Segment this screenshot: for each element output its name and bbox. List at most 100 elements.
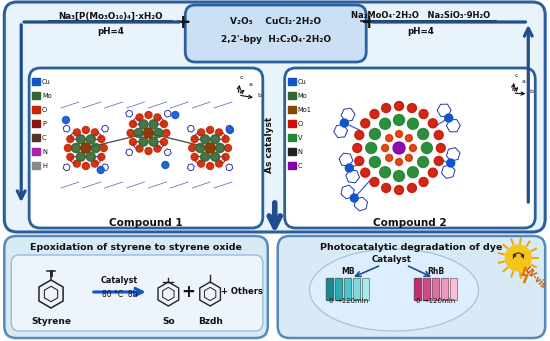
Bar: [414, 278, 421, 300]
Circle shape: [145, 112, 152, 119]
Circle shape: [405, 135, 412, 142]
Circle shape: [447, 159, 455, 167]
Bar: [450, 278, 456, 300]
Bar: [432, 278, 439, 300]
Circle shape: [505, 245, 531, 271]
Circle shape: [149, 120, 158, 129]
Circle shape: [201, 152, 210, 161]
Text: pH=4: pH=4: [408, 27, 435, 35]
Bar: [327, 278, 333, 300]
Circle shape: [417, 157, 428, 167]
Text: Photocatalytic degradation of dye: Photocatalytic degradation of dye: [320, 243, 502, 252]
Circle shape: [434, 157, 443, 165]
Text: 0 →120min: 0 →120min: [329, 298, 368, 304]
Bar: [414, 278, 421, 300]
Text: Catalyst: Catalyst: [372, 255, 412, 265]
Circle shape: [345, 164, 353, 172]
Text: As catalyst: As catalyst: [265, 117, 274, 173]
Circle shape: [379, 167, 390, 178]
Bar: [32, 120, 40, 127]
Circle shape: [428, 119, 437, 128]
Circle shape: [72, 144, 80, 152]
Circle shape: [216, 160, 223, 167]
Text: UV-vis: UV-vis: [521, 265, 547, 291]
Text: b: b: [529, 89, 534, 94]
Circle shape: [97, 166, 104, 174]
Circle shape: [196, 144, 205, 152]
Circle shape: [63, 117, 69, 123]
Circle shape: [340, 119, 348, 127]
Text: a: a: [249, 82, 253, 87]
Circle shape: [386, 135, 393, 142]
Text: H: H: [42, 163, 47, 169]
Text: RhB: RhB: [427, 267, 444, 276]
Circle shape: [163, 130, 170, 136]
Circle shape: [355, 131, 364, 139]
Circle shape: [409, 145, 416, 151]
Circle shape: [197, 129, 205, 136]
Circle shape: [361, 119, 370, 128]
Circle shape: [139, 120, 148, 129]
Circle shape: [379, 118, 390, 129]
Circle shape: [82, 127, 89, 133]
Circle shape: [91, 144, 100, 152]
Bar: [32, 78, 40, 85]
Text: Bzdh: Bzdh: [197, 316, 223, 326]
Circle shape: [100, 145, 107, 151]
Circle shape: [421, 143, 432, 153]
Text: V₂O₅    CuCl₂·2H₂O: V₂O₅ CuCl₂·2H₂O: [230, 17, 321, 27]
Circle shape: [216, 144, 224, 152]
Circle shape: [81, 143, 91, 153]
Circle shape: [64, 145, 72, 151]
Text: Compound 1: Compound 1: [109, 218, 182, 228]
Circle shape: [419, 109, 428, 119]
Bar: [288, 78, 295, 85]
Circle shape: [366, 143, 377, 153]
Circle shape: [227, 127, 234, 133]
Circle shape: [73, 129, 80, 136]
Bar: [423, 278, 430, 300]
Text: O: O: [42, 107, 47, 114]
Text: Mo1: Mo1: [298, 107, 311, 114]
Circle shape: [419, 177, 428, 187]
Circle shape: [145, 148, 152, 154]
Circle shape: [154, 129, 163, 137]
FancyBboxPatch shape: [285, 68, 535, 228]
Circle shape: [408, 183, 416, 192]
Circle shape: [395, 131, 403, 137]
Circle shape: [386, 154, 393, 161]
Circle shape: [207, 163, 213, 169]
Bar: [353, 278, 360, 300]
Bar: [344, 278, 351, 300]
Text: Mo: Mo: [298, 93, 307, 100]
Text: Epoxidation of styrene to styrene oxide: Epoxidation of styrene to styrene oxide: [30, 243, 241, 252]
Circle shape: [127, 130, 134, 136]
Bar: [441, 278, 448, 300]
Text: Cu: Cu: [42, 79, 51, 86]
Bar: [450, 278, 456, 300]
Circle shape: [136, 145, 143, 152]
Bar: [344, 278, 351, 300]
Bar: [288, 106, 295, 113]
Circle shape: [408, 167, 419, 178]
Circle shape: [191, 153, 198, 161]
Circle shape: [136, 114, 143, 121]
Circle shape: [395, 159, 403, 165]
Circle shape: [91, 160, 98, 167]
Text: a: a: [521, 79, 525, 84]
Text: c: c: [240, 75, 244, 80]
Text: Styrene: Styrene: [31, 316, 71, 326]
Circle shape: [76, 152, 85, 161]
Circle shape: [408, 104, 416, 113]
Text: c: c: [514, 73, 518, 78]
Circle shape: [370, 109, 379, 119]
Bar: [32, 134, 40, 141]
Circle shape: [134, 129, 143, 137]
Circle shape: [434, 131, 443, 139]
FancyBboxPatch shape: [29, 68, 263, 228]
Text: Na₃[P(Mo₃O₁₀)₄]·xH₂O: Na₃[P(Mo₃O₁₀)₄]·xH₂O: [58, 12, 163, 20]
Circle shape: [394, 102, 404, 110]
Text: +: +: [182, 283, 195, 301]
Circle shape: [162, 162, 169, 168]
Bar: [362, 278, 369, 300]
